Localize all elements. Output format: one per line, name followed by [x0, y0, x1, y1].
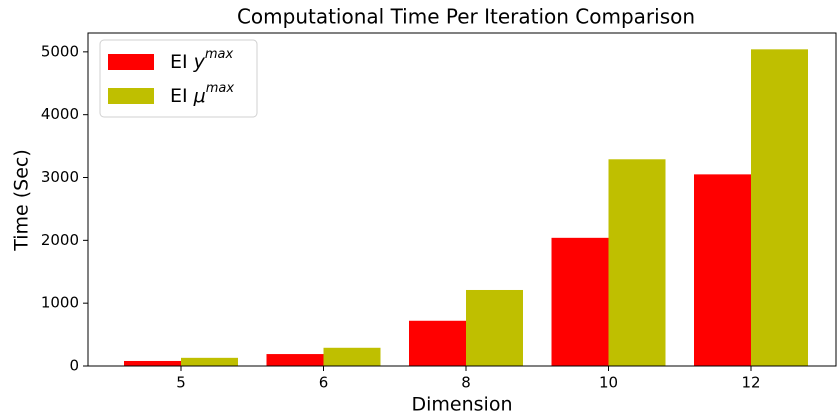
x-tick-label: 12	[741, 374, 760, 392]
legend-swatch	[108, 88, 154, 104]
bar	[266, 354, 324, 366]
legend-name: EI	[170, 51, 188, 73]
x-tick-label: 6	[319, 374, 329, 392]
x-tick-label: 5	[176, 374, 186, 392]
y-tick-label: 5000	[41, 42, 79, 60]
legend-name: EI	[170, 85, 188, 107]
bar	[181, 357, 238, 366]
legend-superscript: max	[205, 47, 234, 62]
bar	[608, 159, 666, 366]
bar	[551, 237, 609, 366]
y-axis-label: Time (Sec)	[11, 149, 33, 252]
bar	[409, 320, 466, 366]
x-tick-label: 10	[599, 374, 618, 392]
bar	[466, 289, 523, 366]
plot-frame	[87, 32, 837, 367]
chart-title: Computational Time Per Iteration Compari…	[237, 5, 695, 29]
y-tick-label: 3000	[41, 168, 79, 186]
y-tick-label: 0	[69, 357, 79, 375]
legend-symbol: μ	[193, 85, 206, 107]
y-tick-label: 1000	[41, 294, 79, 312]
legend-label: EI ymax	[170, 47, 233, 73]
x-axis-label: Dimension	[412, 394, 513, 415]
y-tick-label: 4000	[41, 105, 79, 123]
legend-superscript: max	[206, 81, 235, 96]
x-tick-label: 8	[461, 374, 471, 392]
legend-symbol: y	[193, 51, 206, 73]
y-tick-label: 2000	[41, 231, 79, 249]
bar	[694, 174, 751, 366]
bar	[323, 347, 381, 366]
bar	[751, 49, 808, 367]
legend-label: EI μmax	[170, 81, 234, 107]
legend-swatch	[108, 54, 154, 70]
bar	[124, 360, 181, 366]
